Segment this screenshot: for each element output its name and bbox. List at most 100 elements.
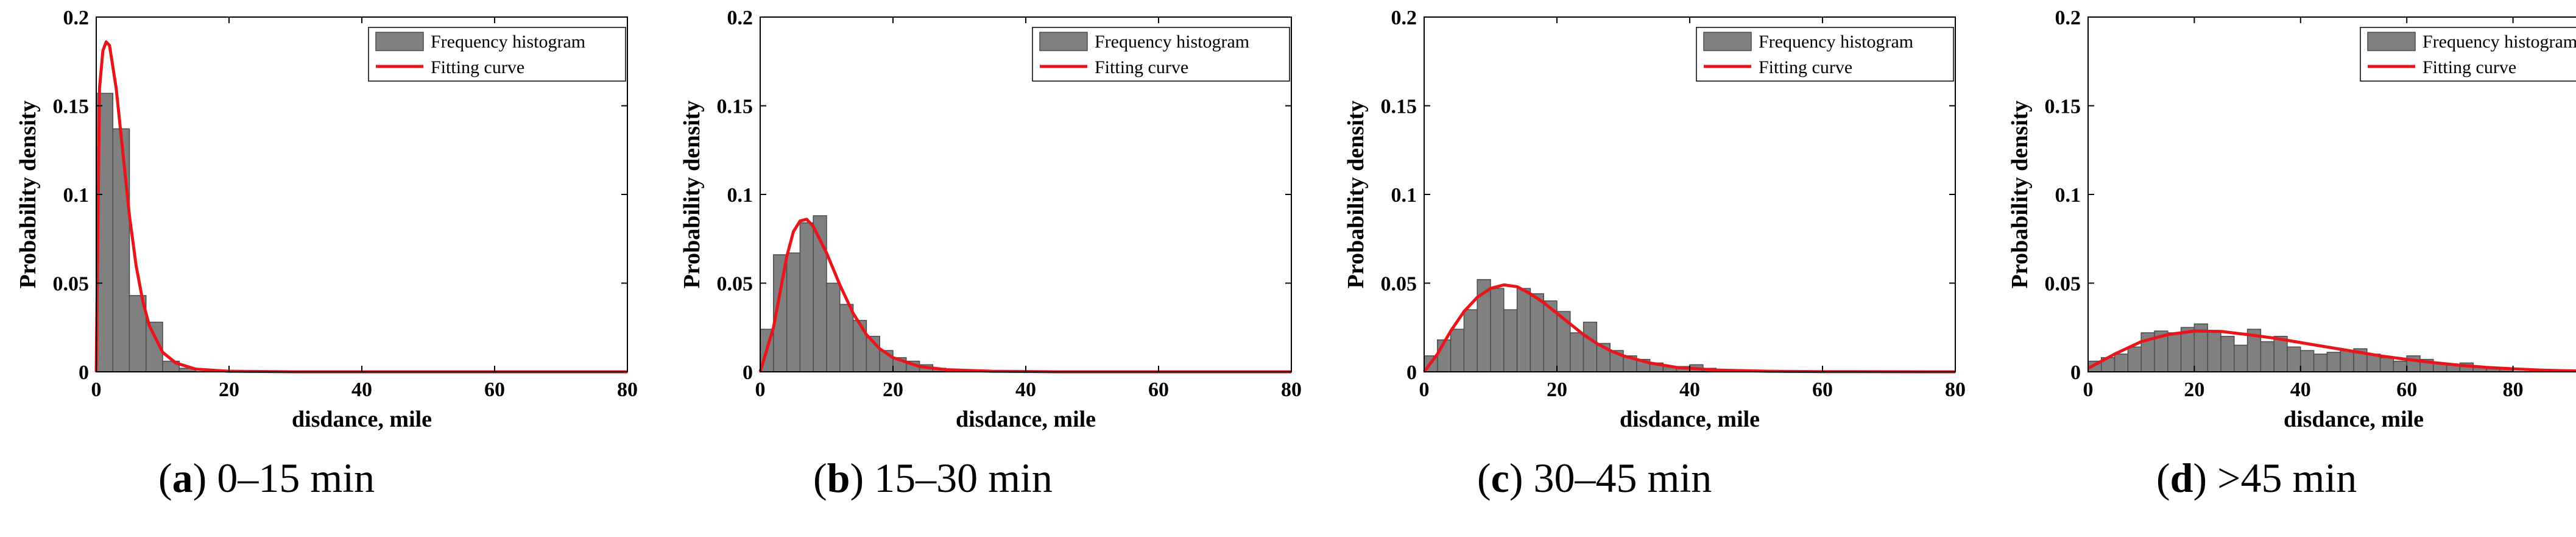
y-tick-label: 0.05 bbox=[53, 273, 90, 296]
x-tick-label: 40 bbox=[2290, 379, 2311, 401]
y-tick-label: 0.1 bbox=[63, 184, 90, 207]
y-axis-label: Probability density bbox=[2007, 101, 2033, 289]
histogram-bar bbox=[2220, 336, 2235, 372]
legend-swatch-histogram bbox=[2367, 32, 2416, 51]
y-tick-label: 0.15 bbox=[53, 96, 90, 118]
x-axis-label: disdance, mile bbox=[956, 407, 1096, 432]
histogram-bar bbox=[2393, 360, 2407, 372]
x-axis-label: disdance, mile bbox=[292, 407, 432, 432]
chart-panel-a: 0 20 40 60 80 0 0.05 0.1 0.15 0.2 disdance, mile Pr… bbox=[15, 7, 638, 432]
fitting-curve bbox=[1422, 283, 1956, 374]
y-tick-label: 0.2 bbox=[1391, 7, 1417, 29]
y-tick-label: 0.2 bbox=[2055, 7, 2081, 29]
y-tick-label: 0.2 bbox=[727, 7, 753, 29]
legend-label-curve: Fitting curve bbox=[1759, 57, 1852, 77]
y-tick-label: 0.1 bbox=[727, 184, 753, 207]
chart-panel-b: 0 20 40 60 80 0 0.05 0.1 0.15 0.2 disdance, mile Pr… bbox=[679, 7, 1302, 432]
legend-label-curve: Fitting curve bbox=[431, 57, 524, 77]
legend-label-curve: Fitting curve bbox=[2422, 57, 2516, 77]
histogram-bar bbox=[852, 319, 867, 372]
legend-label-histogram: Frequency histogram bbox=[1095, 32, 1249, 52]
legend-swatch-histogram bbox=[1703, 32, 1752, 51]
x-tick-label: 20 bbox=[1547, 379, 1567, 401]
legend-swatch-histogram bbox=[375, 32, 424, 51]
x-tick-label: 40 bbox=[351, 379, 372, 401]
x-tick-label: 0 bbox=[2083, 379, 2094, 401]
histogram-bar bbox=[2287, 346, 2301, 372]
histogram-bar bbox=[2300, 350, 2315, 372]
histogram-bar bbox=[2167, 332, 2182, 372]
histogram-bar bbox=[2379, 357, 2394, 372]
chart-panel-c: 0 20 40 60 80 0 0.05 0.1 0.15 0.2 disdance, mile Pr… bbox=[1343, 7, 1966, 432]
histogram-bar bbox=[2114, 354, 2129, 372]
caption-a: (a) 0–15 min bbox=[158, 455, 375, 501]
caption-c: (c) 30–45 min bbox=[1477, 455, 1712, 501]
histogram-bar bbox=[1450, 329, 1465, 372]
y-axis-label: Probability density bbox=[15, 101, 41, 289]
legend-label-histogram: Frequency histogram bbox=[2422, 32, 2576, 52]
histogram-bar bbox=[2260, 341, 2274, 372]
histogram-bar bbox=[1490, 288, 1505, 372]
y-tick-label: 0 bbox=[2070, 361, 2081, 384]
legend-label-curve: Fitting curve bbox=[1095, 57, 1188, 77]
y-axis-label: Probability density bbox=[1343, 101, 1369, 289]
y-tick-label: 0.15 bbox=[717, 96, 753, 118]
histogram-bar bbox=[2234, 344, 2248, 372]
x-axis-label: disdance, mile bbox=[1620, 407, 1760, 432]
histogram-bar bbox=[786, 252, 801, 372]
histogram-bar bbox=[1503, 309, 1518, 372]
legend-label-histogram: Frequency histogram bbox=[431, 32, 585, 52]
legend-label-histogram: Frequency histogram bbox=[1759, 32, 1913, 52]
x-tick-label: 80 bbox=[1281, 379, 1302, 401]
x-tick-label: 40 bbox=[1015, 379, 1036, 401]
x-tick-label: 20 bbox=[2184, 379, 2204, 401]
x-tick-label: 80 bbox=[1945, 379, 1966, 401]
caption-b: (b) 15–30 min bbox=[813, 455, 1053, 501]
y-axis-label: Probability density bbox=[679, 101, 705, 289]
y-tick-label: 0.1 bbox=[2055, 184, 2081, 207]
y-tick-label: 0.15 bbox=[1381, 96, 1417, 118]
x-tick-label: 0 bbox=[1419, 379, 1430, 401]
histogram-bar bbox=[826, 282, 841, 372]
histogram-bar bbox=[1463, 309, 1478, 372]
x-tick-label: 0 bbox=[91, 379, 102, 401]
histogram-bar bbox=[1516, 288, 1531, 372]
x-tick-label: 20 bbox=[219, 379, 239, 401]
histogram-bar bbox=[1570, 332, 1584, 372]
histogram-bar bbox=[2273, 336, 2288, 372]
y-tick-label: 0 bbox=[79, 361, 89, 384]
y-tick-label: 0 bbox=[1406, 361, 1417, 384]
histogram-bar bbox=[1530, 293, 1544, 372]
y-tick-label: 0.1 bbox=[1391, 184, 1417, 207]
x-tick-label: 80 bbox=[617, 379, 638, 401]
histogram-bar bbox=[2127, 346, 2142, 372]
y-tick-label: 0 bbox=[743, 361, 753, 384]
histogram-bar bbox=[112, 128, 130, 372]
x-tick-label: 80 bbox=[2503, 379, 2524, 401]
x-tick-label: 60 bbox=[484, 379, 505, 401]
y-tick-label: 0.05 bbox=[2045, 273, 2081, 296]
fitting-curve bbox=[758, 218, 1291, 374]
x-tick-label: 60 bbox=[1812, 379, 1833, 401]
histogram-bar bbox=[1583, 321, 1598, 372]
legend-swatch-histogram bbox=[1039, 32, 1088, 51]
y-tick-label: 0.15 bbox=[2045, 96, 2081, 118]
fitting-curve bbox=[94, 40, 627, 374]
histogram-bar bbox=[2313, 354, 2328, 372]
caption-d: (d) >45 min bbox=[2156, 455, 2357, 501]
histogram-bar bbox=[2180, 327, 2195, 372]
histogram-bar bbox=[2207, 330, 2221, 372]
x-tick-label: 60 bbox=[2396, 379, 2417, 401]
y-tick-label: 0.2 bbox=[63, 7, 90, 29]
histogram-bar bbox=[839, 304, 854, 372]
x-tick-label: 40 bbox=[1679, 379, 1700, 401]
histogram-bar bbox=[2326, 352, 2341, 372]
histogram-bar bbox=[799, 222, 814, 372]
x-axis-label: disdance, mile bbox=[2284, 407, 2424, 432]
x-tick-label: 0 bbox=[755, 379, 766, 401]
x-tick-label: 60 bbox=[1148, 379, 1169, 401]
x-tick-label: 20 bbox=[883, 379, 903, 401]
y-tick-label: 0.05 bbox=[717, 273, 753, 296]
